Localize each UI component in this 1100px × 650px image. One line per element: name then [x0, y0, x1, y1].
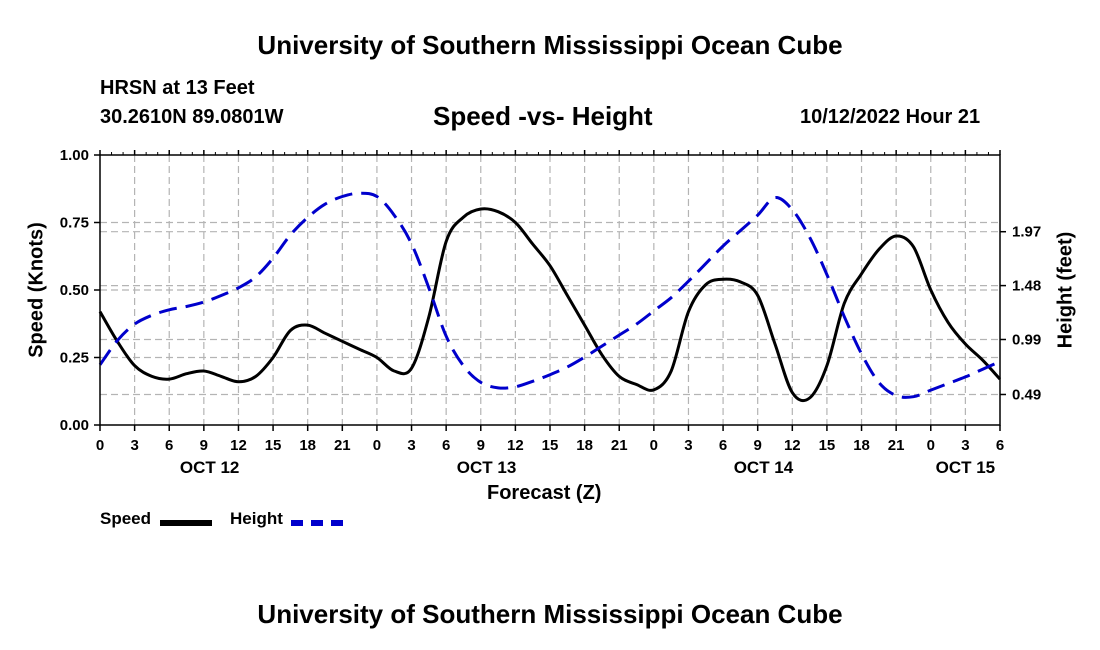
grid — [100, 155, 1000, 425]
x-tick-label: 15 — [265, 437, 282, 454]
legend-speed-swatch — [160, 520, 212, 526]
x-tick-label: 0 — [96, 437, 104, 454]
x-tick-label: 12 — [784, 437, 801, 454]
x-date-label: OCT 13 — [457, 458, 517, 477]
chart-subtitle: Speed -vs- Height — [433, 101, 653, 131]
x-tick-label: 9 — [477, 437, 485, 454]
legend-height-swatch — [291, 520, 343, 526]
x-date-label: OCT 15 — [936, 458, 996, 477]
x-date-label: OCT 14 — [734, 458, 794, 477]
y2-tick-label: 0.99 — [1012, 331, 1041, 348]
x-tick-label: 21 — [888, 437, 905, 454]
x-tick-label: 3 — [684, 437, 692, 454]
y2-tick-label: 0.49 — [1012, 386, 1041, 403]
x-tick-label: 12 — [507, 437, 524, 454]
speed-series-line — [98, 207, 1002, 403]
x-tick-label: 12 — [230, 437, 247, 454]
y-tick-label: 1.00 — [60, 147, 89, 164]
x-tick-label: 15 — [819, 437, 836, 454]
y2-tick-label: 1.97 — [1012, 224, 1041, 241]
axis-ticks: 0 3 6 9 12 15 18 21 0 3 6 9 12 15 18 21 0 3 6 9 12 15 18 21 0 3 6O… — [60, 147, 1041, 477]
legend-speed-label: Speed — [100, 509, 152, 528]
y2-axis-label: Height (feet) — [1054, 231, 1077, 349]
x-tick-label: 0 — [650, 437, 658, 454]
series-layer — [98, 191, 1002, 403]
x-tick-label: 15 — [542, 437, 559, 454]
x-tick-label: 3 — [407, 437, 415, 454]
x-tick-label: 3 — [130, 437, 138, 454]
y-tick-label: 0.25 — [60, 350, 89, 367]
x-tick-label: 18 — [853, 437, 870, 454]
x-tick-label: 21 — [611, 437, 628, 454]
x-tick-label: 6 — [996, 437, 1004, 454]
x-tick-label: 6 — [165, 437, 173, 454]
x-tick-label: 6 — [442, 437, 450, 454]
y-axis-label: Speed (Knots) — [25, 222, 48, 358]
page-title: University of Southern Mississippi Ocean… — [257, 30, 843, 60]
forecast-datetime: 10/12/2022 Hour 21 — [800, 106, 981, 128]
x-tick-label: 0 — [373, 437, 381, 454]
x-tick-label: 9 — [200, 437, 208, 454]
x-tick-label: 6 — [719, 437, 727, 454]
x-tick-label: 9 — [754, 437, 762, 454]
x-tick-label: 21 — [334, 437, 351, 454]
x-tick-label: 3 — [961, 437, 969, 454]
x-tick-label: 0 — [927, 437, 935, 454]
station-label: HRSN at 13 Feet — [100, 77, 255, 99]
y-tick-label: 0.75 — [60, 215, 89, 232]
x-tick-label: 18 — [576, 437, 593, 454]
legend-height-label: Height — [230, 509, 283, 528]
station-coordinates: 30.2610N 89.0801W — [100, 106, 284, 128]
y-tick-label: 0.00 — [60, 417, 89, 434]
x-tick-label: 18 — [299, 437, 316, 454]
x-axis-label: Forecast (Z) — [487, 482, 602, 504]
y-tick-label: 0.50 — [60, 282, 89, 299]
height-series-line — [98, 191, 1001, 399]
footer-title: University of Southern Mississippi Ocean… — [257, 599, 843, 629]
x-date-label: OCT 12 — [180, 458, 240, 477]
y2-tick-label: 1.48 — [1012, 278, 1041, 295]
